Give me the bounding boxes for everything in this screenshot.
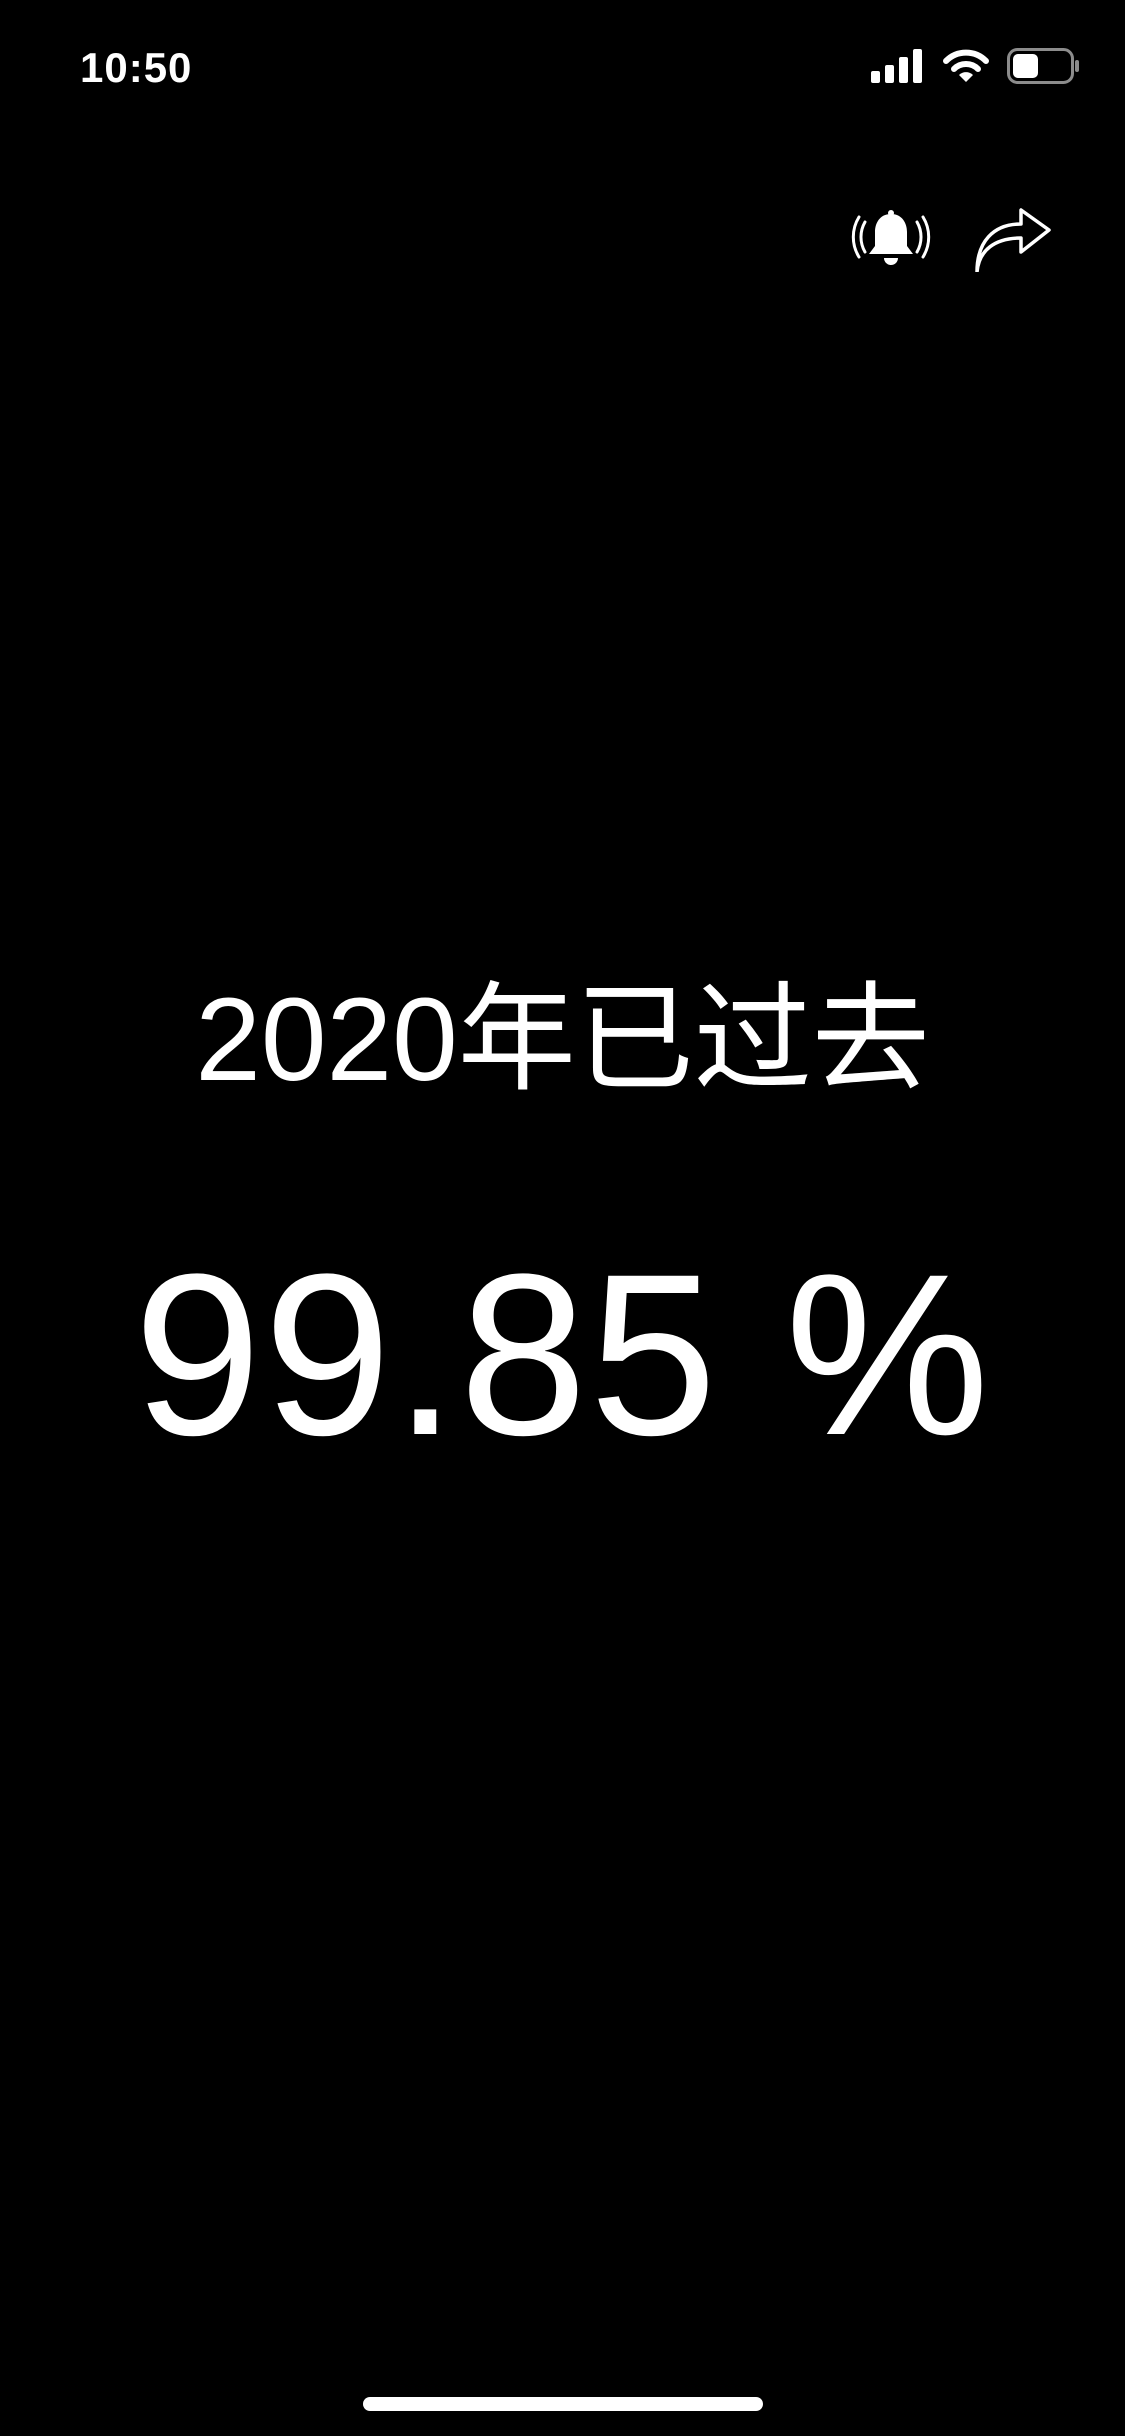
year-progress-percent: 99.85 % [133,1226,992,1483]
reminder-button[interactable] [847,196,935,284]
status-time: 10:50 [80,44,193,91]
status-icons [871,48,1081,89]
home-indicator[interactable] [363,2397,763,2411]
year-progress-title: 2020年已过去 [195,974,930,1106]
top-actions [847,196,1057,284]
status-bar: 10:50 [0,0,1125,132]
share-button[interactable] [969,196,1057,284]
bell-ringing-icon [851,208,931,272]
share-arrow-icon [973,208,1053,272]
wifi-icon [943,49,989,88]
cellular-signal-icon [871,49,925,88]
battery-icon [1007,48,1081,89]
